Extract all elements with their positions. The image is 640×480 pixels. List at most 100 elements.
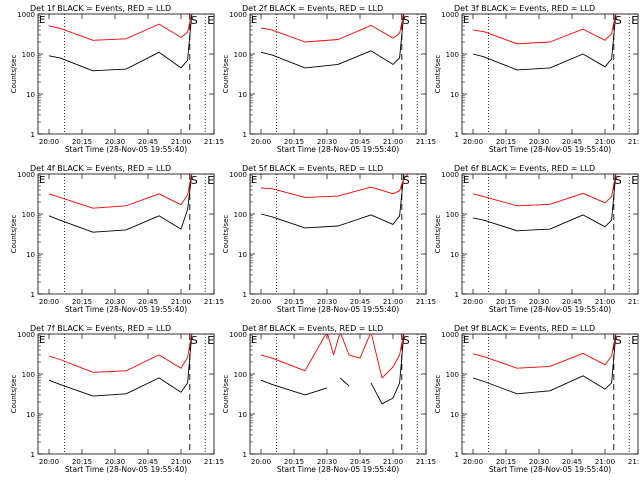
x-tick-label: 20:45 (350, 298, 370, 306)
series-line-events (48, 334, 193, 397)
series-line-lld (48, 334, 193, 373)
plot-area (260, 14, 418, 134)
y-tick-label: 100 (234, 371, 247, 379)
y-tick-label: 10 (238, 251, 247, 259)
x-tick-label: 21:00 (595, 458, 615, 466)
y-tick-label: 1000 (17, 11, 35, 19)
y-tick-label: 1000 (229, 171, 247, 179)
x-tick-label: 20:00 (463, 138, 483, 146)
y-tick-label: 100 (22, 51, 35, 59)
y-axis-label: Counts/sec (434, 375, 442, 414)
panel-title: Det 5f BLACK = Events, RED = LLD (242, 164, 383, 173)
y-tick-label: 10 (450, 251, 459, 259)
marker-label-start: E (251, 15, 257, 26)
panel-det-1: Det 1f BLACK = Events, RED = LLD 1 10 100 10… (10, 4, 224, 154)
marker-label-s: S (615, 14, 622, 27)
plot-area (48, 334, 206, 454)
marker-label-s: S (403, 334, 410, 347)
y-axis-label: Counts/sec (434, 55, 442, 94)
x-tick-label: 20:15 (284, 458, 304, 466)
x-tick-label: 21:15 (416, 298, 436, 306)
marker-label-e: E (207, 334, 214, 347)
plot-area (260, 174, 418, 294)
panel-title: Det 9f BLACK = Events, RED = LLD (454, 324, 595, 333)
x-axis-label: Start Time (28-Nov-05 19:55:40) (65, 465, 187, 474)
x-tick-label: 20:00 (251, 138, 271, 146)
plot-area (472, 334, 630, 454)
y-axis-label: Counts/sec (10, 215, 18, 254)
series-line-lld (472, 14, 617, 45)
marker-label-e: E (207, 174, 214, 187)
series-line-lld (48, 14, 193, 41)
axes-frame (249, 173, 427, 295)
plot-area (472, 174, 630, 294)
x-tick-label: 20:15 (496, 298, 516, 306)
y-tick-label: 1000 (229, 11, 247, 19)
y-tick-label: 100 (234, 211, 247, 219)
x-tick-label: 20:15 (72, 298, 92, 306)
y-tick-label: 100 (22, 211, 35, 219)
marker-label-s: S (191, 174, 198, 187)
axes-frame (37, 333, 215, 455)
panel-det-6: Det 6f BLACK = Events, RED = LLD 1 10 100 10… (434, 164, 640, 314)
x-tick-label: 20:00 (251, 298, 271, 306)
marker-label-s: S (615, 334, 622, 347)
y-tick-label: 1 (31, 131, 35, 139)
plot-area (48, 14, 206, 134)
y-tick-label: 10 (238, 411, 247, 419)
x-tick-label: 20:45 (138, 138, 158, 146)
x-tick-label: 20:30 (105, 138, 125, 146)
y-tick-label: 100 (22, 371, 35, 379)
marker-label-s: S (191, 14, 198, 27)
x-tick-label: 21:00 (383, 298, 403, 306)
x-axis-label: Start Time (28-Nov-05 19:55:40) (489, 145, 611, 154)
panel-det-4: Det 4f BLACK = Events, RED = LLD 1 10 100 10… (10, 164, 224, 314)
x-tick-label: 21:15 (628, 458, 640, 466)
y-tick-label: 10 (26, 91, 35, 99)
marker-label-e: E (631, 14, 638, 27)
x-tick-label: 21:15 (628, 298, 640, 306)
y-tick-label: 1 (455, 291, 459, 299)
axes-frame (461, 173, 639, 295)
axes-frame (249, 333, 427, 455)
series-line-events (48, 174, 193, 233)
y-tick-label: 1 (243, 451, 247, 459)
y-tick-label: 10 (238, 91, 247, 99)
x-tick-label: 20:30 (105, 458, 125, 466)
marker-label-e: E (631, 174, 638, 187)
x-tick-label: 21:15 (204, 138, 224, 146)
x-tick-label: 21:00 (171, 298, 191, 306)
plot-area (472, 14, 630, 134)
x-axis-label: Start Time (28-Nov-05 19:55:40) (489, 465, 611, 474)
marker-label-e: E (419, 174, 426, 187)
y-axis-label: Counts/sec (222, 375, 230, 414)
marker-label-start: E (251, 175, 257, 186)
x-tick-label: 20:15 (496, 458, 516, 466)
x-tick-label: 21:15 (628, 138, 640, 146)
marker-label-start: E (463, 15, 469, 26)
x-tick-label: 21:00 (595, 298, 615, 306)
x-tick-label: 20:30 (317, 298, 337, 306)
y-tick-label: 1000 (441, 331, 459, 339)
panel-title: Det 6f BLACK = Events, RED = LLD (454, 164, 595, 173)
y-axis-label: Counts/sec (222, 215, 230, 254)
series-line-events (260, 174, 405, 229)
x-tick-label: 21:15 (204, 458, 224, 466)
marker-label-start: E (39, 15, 45, 26)
marker-label-e: E (207, 14, 214, 27)
marker-label-start: E (39, 175, 45, 186)
x-tick-label: 20:00 (39, 138, 59, 146)
x-tick-label: 20:45 (350, 458, 370, 466)
y-axis-label: Counts/sec (10, 55, 18, 94)
y-axis-label: Counts/sec (434, 215, 442, 254)
axes-frame (37, 13, 215, 135)
y-tick-label: 1 (31, 291, 35, 299)
x-tick-label: 21:15 (416, 458, 436, 466)
x-tick-label: 20:15 (72, 458, 92, 466)
series-line-events (48, 14, 193, 72)
y-axis-label: Counts/sec (222, 55, 230, 94)
panel-det-5: Det 5f BLACK = Events, RED = LLD 1 10 100 10… (222, 164, 436, 314)
x-axis-label: Start Time (28-Nov-05 19:55:40) (277, 145, 399, 154)
plot-area (48, 174, 206, 294)
x-tick-label: 20:15 (284, 298, 304, 306)
